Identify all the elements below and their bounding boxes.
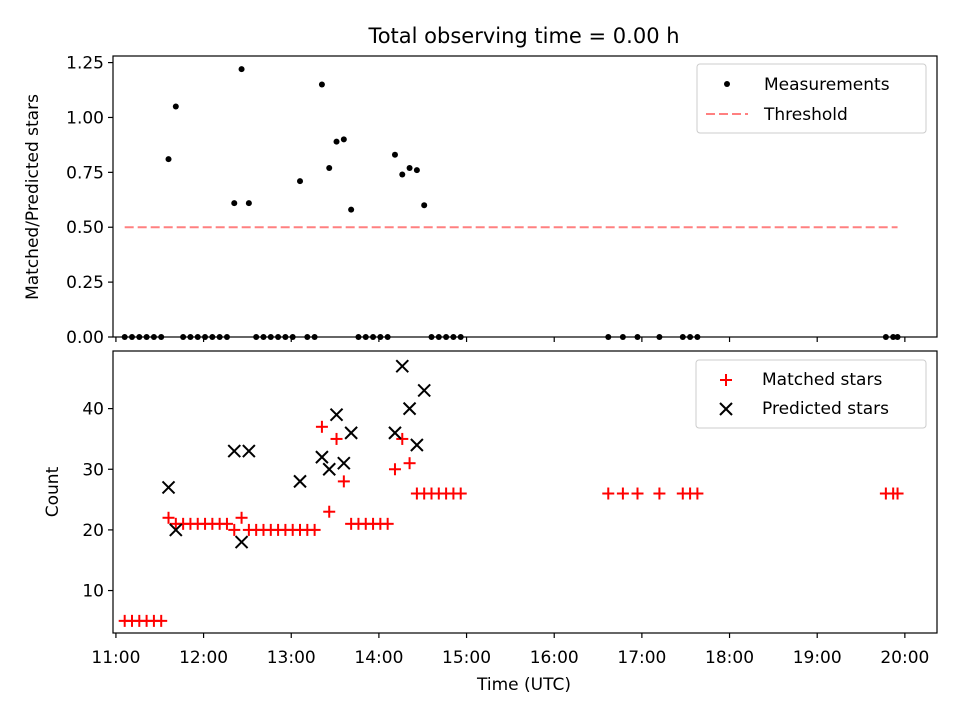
bottom-y-axis-label: Count <box>43 466 63 517</box>
matched-point <box>616 487 629 500</box>
y-tick-label: 40 <box>82 400 104 420</box>
y-tick-label: 0.25 <box>66 273 104 293</box>
matched-point <box>162 511 175 524</box>
top-panel-frame <box>112 55 938 338</box>
measurement-point <box>348 206 355 213</box>
matched-point <box>220 517 233 530</box>
x-tick-label: 19:00 <box>793 648 842 668</box>
measurement-point <box>326 164 333 171</box>
x-tick-label: 11:00 <box>91 648 140 668</box>
x-tick-label: 14:00 <box>354 648 403 668</box>
predicted-point <box>234 535 249 549</box>
y-tick-label: 0.00 <box>66 328 104 348</box>
legend-predicted-marker <box>719 402 733 416</box>
y-tick-label: 1.25 <box>66 54 104 74</box>
x-axis-label: Time (UTC) <box>476 675 571 695</box>
top-legend: Measurements Threshold <box>696 63 927 134</box>
bottom-panel-frame <box>112 350 938 634</box>
matched-point <box>315 420 328 433</box>
measurement-point <box>399 171 406 178</box>
x-tick-label: 18:00 <box>705 648 754 668</box>
x-tick-label: 17:00 <box>617 648 666 668</box>
predicted-point <box>402 401 417 416</box>
predicted-point <box>161 480 176 495</box>
y-tick-label: 10 <box>82 582 104 602</box>
legend-matched-label: Matched stars <box>762 370 882 390</box>
predicted-point <box>337 456 351 470</box>
chart-title: Total observing time = 0.00 h <box>367 24 679 48</box>
predicted-point <box>395 359 409 373</box>
matched-point <box>337 475 350 488</box>
matched-point <box>653 487 666 500</box>
predicted-point <box>315 450 329 464</box>
measurement-point <box>340 136 347 143</box>
x-tick-label: 13:00 <box>267 648 316 668</box>
measurement-point <box>165 156 172 163</box>
matched-point <box>691 487 704 500</box>
x-tick-label: 12:00 <box>179 648 228 668</box>
measurement-point <box>172 103 179 110</box>
bottom-legend: Matched stars Predicted stars <box>695 359 927 429</box>
matched-point <box>602 487 615 500</box>
matched-point <box>631 487 644 500</box>
matched-point <box>388 463 401 476</box>
bottom-panel: 10 20 30 40 11:00 12:00 13:00 14:00 15:00 16:00 1… <box>43 350 938 695</box>
legend-measurements-label: Measurements <box>764 75 890 95</box>
top-legend-box <box>696 63 927 134</box>
matched-point <box>155 614 168 627</box>
top-panel: 0.00 0.25 0.50 0.75 1.00 1.25 Matched/Predict… <box>23 54 938 348</box>
predicted-point <box>242 444 256 458</box>
bottom-legend-box <box>695 359 927 429</box>
measurement-point <box>391 151 398 158</box>
matched-point <box>308 523 321 536</box>
matched-point <box>396 432 409 445</box>
predicted-point <box>388 426 402 440</box>
matched-point <box>403 457 416 470</box>
measurement-point <box>231 200 238 207</box>
measurement-point <box>333 138 340 145</box>
y-tick-label: 0.75 <box>66 163 104 183</box>
matched-point <box>454 487 467 500</box>
top-y-axis-label: Matched/Predicted stars <box>23 94 43 300</box>
x-tick-label: 16:00 <box>530 648 579 668</box>
matched-point <box>381 517 394 530</box>
x-tick-label: 15:00 <box>442 648 491 668</box>
predicted-point <box>169 523 183 537</box>
x-tick-label: 20:00 <box>880 648 929 668</box>
legend-threshold-label: Threshold <box>763 105 848 125</box>
measurement-point <box>421 202 428 209</box>
matched-point <box>235 511 248 524</box>
predicted-point <box>417 383 431 398</box>
predicted-point <box>410 438 424 452</box>
matched-point <box>330 432 343 445</box>
y-tick-label: 0.50 <box>66 218 104 238</box>
y-tick-label: 20 <box>82 521 104 541</box>
measurement-point <box>238 66 245 73</box>
measurement-point <box>297 178 304 185</box>
measurement-point <box>245 200 252 207</box>
measurement-point <box>318 81 325 88</box>
legend-predicted-label: Predicted stars <box>762 399 889 419</box>
legend-matched-marker <box>720 374 732 386</box>
matched-point <box>228 523 241 536</box>
measurement-point <box>413 167 420 174</box>
measurement-point <box>406 164 413 171</box>
matched-point <box>891 487 904 500</box>
y-tick-label: 30 <box>82 460 104 480</box>
legend-measurements-marker <box>724 81 730 87</box>
predicted-point <box>293 474 307 489</box>
predicted-point <box>322 462 336 476</box>
predicted-point <box>344 426 358 440</box>
predicted-point <box>329 407 344 422</box>
matched-point <box>323 505 336 518</box>
y-tick-label: 1.00 <box>66 108 104 128</box>
predicted-point <box>227 444 241 458</box>
